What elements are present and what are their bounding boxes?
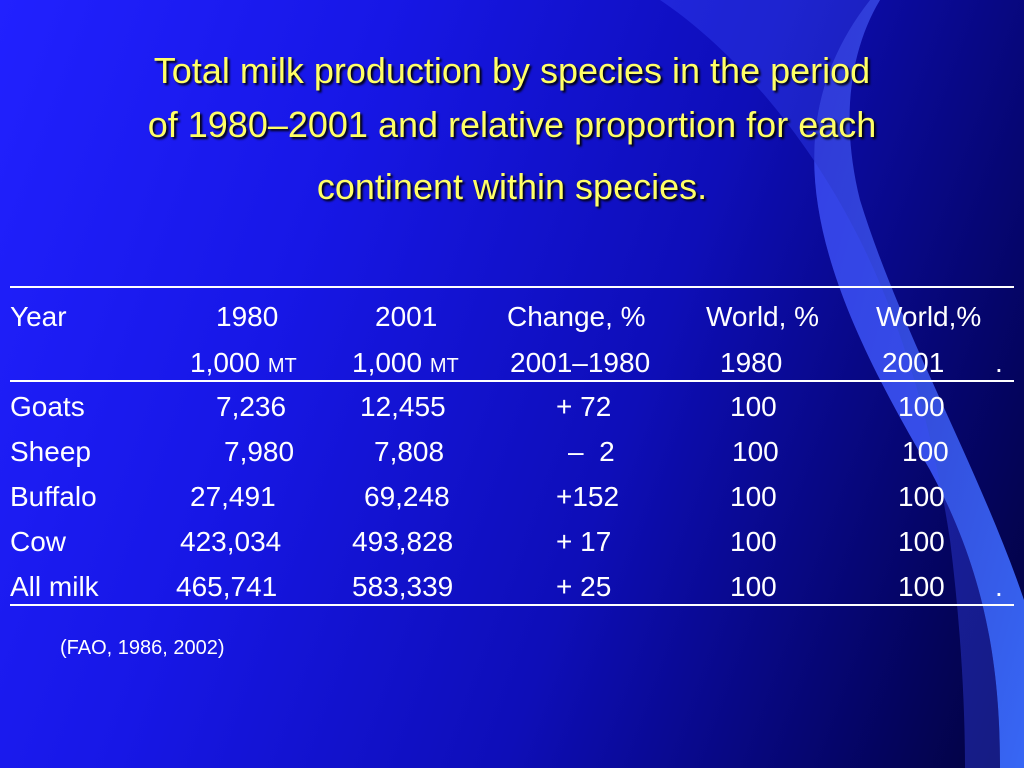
source-citation: (FAO, 1986, 2002) bbox=[60, 637, 225, 659]
row-cow-change: + 17 bbox=[556, 526, 612, 557]
unit-1980: 1,000 MT bbox=[190, 347, 297, 378]
header-1980: 1980 bbox=[216, 301, 279, 332]
row-allmilk-species: All milk bbox=[10, 571, 99, 602]
header-world-year-1980: 1980 bbox=[720, 347, 783, 378]
row-cow-species: Cow bbox=[10, 526, 67, 557]
row-sheep-species: Sheep bbox=[10, 436, 91, 467]
row-buffalo-world-2001: 100 bbox=[898, 481, 945, 512]
row-sheep-world-2001: 100 bbox=[902, 436, 949, 467]
row-buffalo-1980: 27,491 bbox=[190, 481, 276, 512]
header-world-2001: World,% bbox=[876, 301, 982, 332]
row-cow-2001: 493,828 bbox=[352, 526, 454, 557]
header-change-period: 2001–1980 bbox=[510, 347, 651, 378]
row-buffalo-2001: 69,248 bbox=[364, 481, 450, 512]
row-sheep-2001: 7,808 bbox=[374, 436, 445, 467]
slide-title: Total milk production by species in the … bbox=[0, 44, 1024, 214]
row-goats-world-1980: 100 bbox=[730, 391, 777, 422]
row-goats-2001: 12,455 bbox=[360, 391, 446, 422]
header-world-year-2001: 2001 bbox=[882, 347, 945, 378]
title-line-3: continent within species. bbox=[316, 166, 708, 207]
row-buffalo-world-1980: 100 bbox=[730, 481, 777, 512]
row-allmilk-change: + 25 bbox=[556, 571, 612, 602]
row-goats-change: + 72 bbox=[556, 391, 612, 422]
header-bottom-rule bbox=[10, 380, 1014, 382]
row-cow-world-2001: 100 bbox=[898, 526, 945, 557]
row-goats-1980: 7,236 bbox=[216, 391, 287, 422]
row-goats-world-2001: 100 bbox=[898, 391, 945, 422]
row-buffalo-species: Buffalo bbox=[10, 481, 97, 512]
row-sheep-world-1980: 100 bbox=[732, 436, 779, 467]
header-change: Change, % bbox=[507, 301, 646, 332]
title-line-1: Total milk production by species in the … bbox=[153, 50, 871, 91]
row-allmilk-world-2001: 100 bbox=[898, 571, 945, 602]
unit-1980-mt: MT bbox=[267, 355, 297, 377]
header-unit-2001: 1,000 MT bbox=[352, 347, 459, 382]
title-line-2: of 1980–2001 and relative proportion for… bbox=[147, 104, 877, 145]
row-allmilk-world-1980: 100 bbox=[730, 571, 777, 602]
unit-2001: 1,000 MT bbox=[352, 347, 459, 378]
row-allmilk-end-dot: . bbox=[995, 571, 1003, 602]
unit-2001-mt: MT bbox=[429, 355, 459, 377]
header-world-1980: World, % bbox=[706, 301, 820, 332]
row-cow-world-1980: 100 bbox=[730, 526, 777, 557]
row-sheep-1980: 7,980 bbox=[224, 436, 295, 467]
row-allmilk-1980: 465,741 bbox=[176, 571, 278, 602]
row-cow-1980: 423,034 bbox=[180, 526, 282, 557]
row-allmilk-2001: 583,339 bbox=[352, 571, 454, 602]
table-bottom-rule bbox=[10, 604, 1014, 606]
header-row-end-dot: . bbox=[995, 347, 1003, 378]
header-2001: 2001 bbox=[375, 301, 438, 332]
row-sheep-change: – 2 bbox=[568, 436, 615, 467]
header-year: Year bbox=[10, 301, 67, 332]
row-buffalo-change: +152 bbox=[556, 481, 620, 512]
header-unit-1980: 1,000 MT bbox=[190, 347, 297, 382]
row-goats-species: Goats bbox=[10, 391, 85, 422]
table-top-rule bbox=[10, 286, 1014, 288]
